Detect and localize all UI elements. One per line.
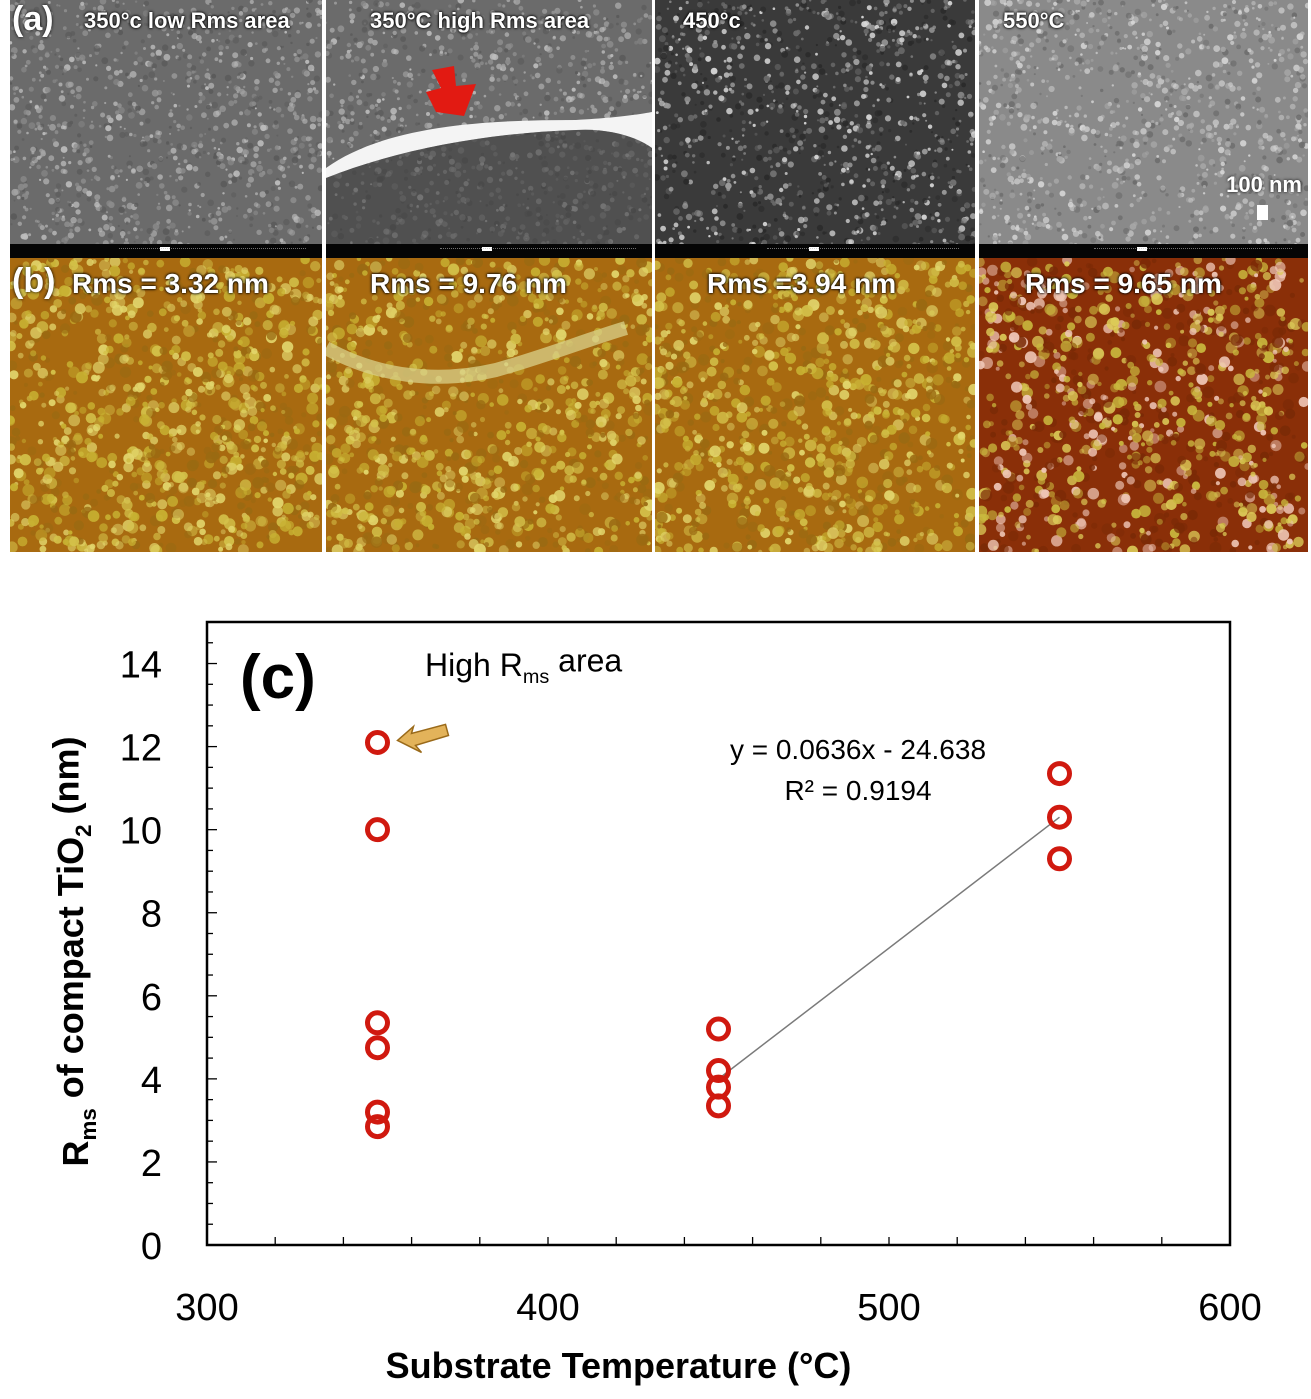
afm-label-550c: Rms = 9.65 nm: [1025, 268, 1222, 299]
afm-label-350c-low: Rms = 3.32 nm: [72, 268, 269, 299]
data-point: [1047, 846, 1072, 872]
y-tick-label: 2: [141, 1143, 162, 1185]
scale-bar-label: 100 nm: [1226, 172, 1302, 197]
sem-info-bar: [10, 244, 322, 258]
crack-shadow: [326, 129, 652, 244]
afm-texture: [979, 258, 1308, 552]
y-tick-label: 0: [141, 1226, 162, 1268]
x-axis-label: Substrate Temperature (°C): [386, 1345, 852, 1386]
y-tick-label: 4: [141, 1060, 162, 1102]
data-point: [365, 817, 390, 843]
afm-label-350c-high: Rms = 9.76 nm: [370, 268, 567, 299]
sem-info-bar: [979, 244, 1308, 258]
data-point: [706, 1016, 731, 1042]
y-tick-label: 14: [120, 645, 162, 687]
data-point: [1047, 804, 1072, 830]
sem-image-350c-low: (a) 350°c low Rms area: [10, 0, 322, 258]
red-arrow-icon: [426, 66, 476, 116]
panel-b-letter: (b): [12, 262, 56, 300]
sem-texture: [10, 0, 322, 258]
high-rms-annotation: High Rms area: [425, 643, 622, 688]
plot-frame: [205, 620, 1232, 1247]
afm-image-450c: Rms =3.94 nm: [655, 258, 975, 552]
trendline-r-squared: R² = 0.9194: [784, 775, 931, 806]
rms-vs-temperature-chart: 0 2 4 6 8 10 12 14 300 400 500 600 Substrate Tempera…: [45, 620, 1262, 1386]
afm-texture: [655, 258, 975, 552]
annotation-arrow-icon: [396, 723, 450, 754]
data-point: [365, 1035, 390, 1061]
data-point: [706, 1058, 731, 1084]
sem-image-450c: 450°c: [655, 0, 975, 258]
trendline-equation: y = 0.0636x - 24.638: [730, 734, 986, 765]
data-point: [365, 1114, 390, 1140]
x-tick-label: 600: [1198, 1287, 1261, 1329]
film-crack-edge: [326, 112, 652, 178]
sem-texture: [655, 0, 975, 258]
sem-image-350c-high: 350°C high Rms area: [326, 0, 652, 258]
x-tick-label: 300: [175, 1287, 238, 1329]
afm-texture: [10, 258, 322, 552]
y-tick-label: 8: [141, 894, 162, 936]
x-tick-label: 400: [516, 1287, 579, 1329]
afm-image-350c-low: (b) Rms = 3.32 nm: [10, 258, 322, 552]
sem-label-350c-high: 350°C high Rms area: [370, 8, 590, 33]
data-point: [706, 1093, 731, 1119]
afm-label-450c: Rms =3.94 nm: [707, 268, 897, 299]
sem-image-550c: 550°C 100 nm: [979, 0, 1308, 258]
panel-c-letter: (c): [240, 643, 316, 712]
data-point: [365, 1010, 390, 1036]
afm-image-350c-high: Rms = 9.76 nm: [326, 258, 652, 552]
sem-label-450c: 450°c: [683, 8, 741, 33]
panel-a-letter: (a): [12, 0, 54, 38]
data-point: [365, 729, 390, 755]
y-tick-label: 10: [120, 811, 162, 853]
data-point: [1047, 761, 1072, 787]
afm-image-550c: Rms = 9.65 nm: [979, 258, 1308, 552]
afm-ridge: [326, 321, 629, 384]
y-tick-label: 6: [141, 977, 162, 1019]
y-tick-label: 12: [120, 728, 162, 770]
data-point: [365, 1099, 390, 1125]
trendline: [718, 816, 1060, 1080]
sem-info-bar: [655, 244, 975, 258]
sem-label-350c-low: 350°c low Rms area: [84, 8, 290, 33]
scale-bar: [1257, 205, 1268, 220]
panel-a-sem-row: (a) 350°c low Rms area 350°C high Rms ar…: [10, 0, 1308, 258]
sem-info-bar: [326, 244, 652, 258]
y-axis-label: Rms of compact TiO2 (nm): [45, 736, 100, 1166]
x-tick-label: 500: [857, 1287, 920, 1329]
crack-and-arrow: [326, 66, 652, 244]
panel-b-afm-row: (b) Rms = 3.32 nm Rms = 9.76 nm Rms =3.9…: [10, 258, 1308, 552]
sem-label-550c: 550°C: [1003, 8, 1065, 33]
